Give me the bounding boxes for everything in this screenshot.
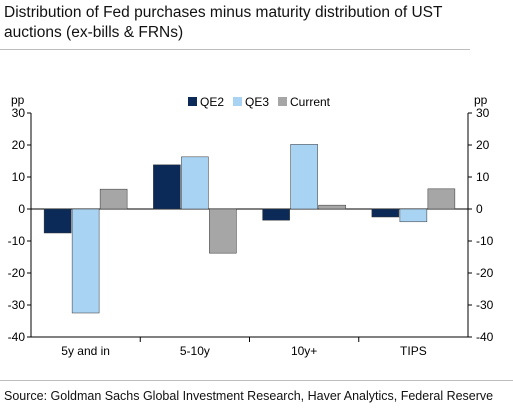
chart-legend: QE2 QE3 Current <box>188 95 331 109</box>
source-note: Source: Goldman Sachs Global Investment … <box>4 389 494 403</box>
y-tick-label-right: -20 <box>476 266 494 280</box>
y-tick-label-right: -40 <box>476 330 494 344</box>
y-tick-label-left: -20 <box>8 266 26 280</box>
legend-label-qe2: QE2 <box>200 95 224 109</box>
y-tick-label-right: 10 <box>476 170 490 184</box>
y-tick-label-left: 10 <box>12 170 26 184</box>
bar-qe3-2 <box>181 156 209 210</box>
x-tick-label: TIPS <box>400 344 427 358</box>
legend-swatch-current <box>278 97 287 106</box>
x-tick-label: 5-10y <box>180 344 210 358</box>
legend-label-qe3: QE3 <box>245 95 269 109</box>
y-tick-label-right: -10 <box>476 234 494 248</box>
y-tick-label-left: 20 <box>12 138 26 152</box>
y-tick-label-right: 0 <box>476 202 483 216</box>
chart-title: Distribution of Fed purchases minus matu… <box>4 4 443 41</box>
legend-swatch-qe3 <box>233 97 242 106</box>
y-tick-label-left: 0 <box>18 202 25 216</box>
bar-qe3-1 <box>71 208 100 314</box>
y-tick-label-left: -40 <box>8 330 26 344</box>
y-tick-label-right: -30 <box>476 298 494 312</box>
y-tick-label-right: 20 <box>476 138 490 152</box>
y-tick-label-left: -30 <box>8 298 26 312</box>
x-tick-label: 5y and in <box>61 344 110 358</box>
source-divider <box>0 380 513 381</box>
legend-label-current: Current <box>290 95 331 109</box>
bar-current-4 <box>427 188 456 210</box>
bar-current-1 <box>99 188 128 210</box>
bar-current-3 <box>318 204 346 210</box>
bar-current-2 <box>209 208 237 254</box>
bar-qe2-2 <box>153 164 181 210</box>
bar-qe3-4 <box>399 208 428 223</box>
title-divider <box>0 49 470 50</box>
bar-qe2-3 <box>262 208 290 221</box>
bar-qe3-3 <box>290 144 318 210</box>
legend-swatch-qe2 <box>188 97 197 106</box>
y-tick-label-right: 30 <box>476 106 490 120</box>
x-tick-label: 10y+ <box>291 344 317 358</box>
y-unit-label-left: pp <box>11 93 25 107</box>
bar-qe2-4 <box>371 208 400 218</box>
y-tick-label-left: 30 <box>12 106 26 120</box>
bar-qe2-1 <box>43 208 72 234</box>
chart-bars <box>43 144 456 314</box>
y-unit-label-right: pp <box>474 93 488 107</box>
y-tick-label-left: -10 <box>8 234 26 248</box>
